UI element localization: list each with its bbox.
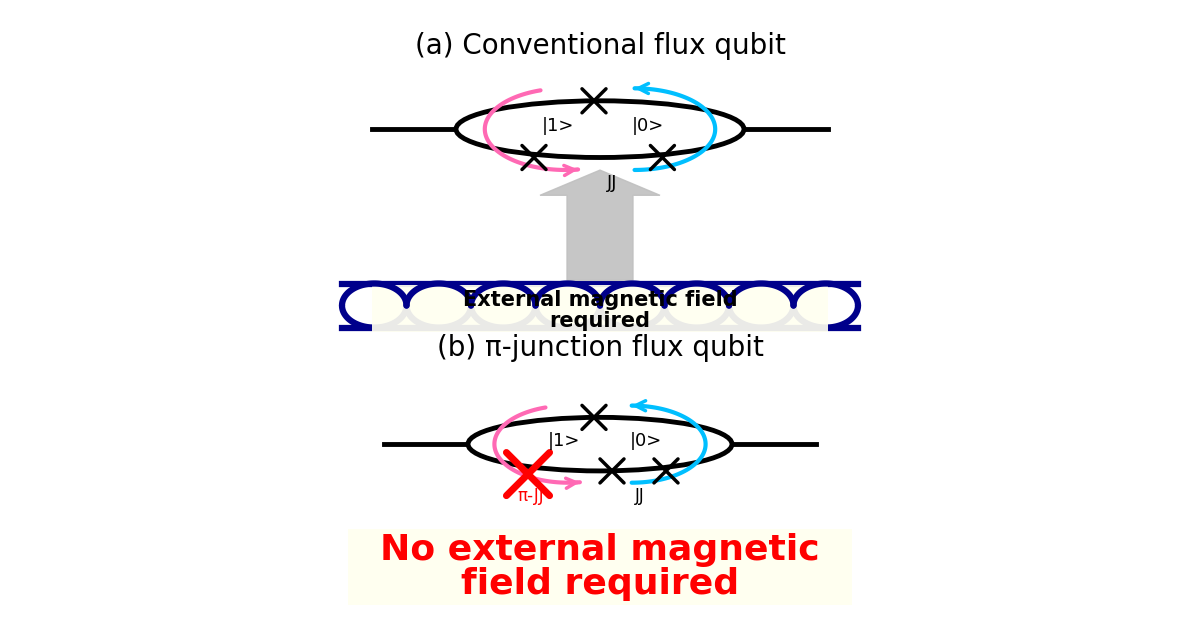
Text: No external magnetic: No external magnetic: [380, 534, 820, 568]
Text: External magnetic field: External magnetic field: [463, 290, 737, 310]
Text: |1>: |1>: [548, 432, 580, 450]
Text: required: required: [550, 311, 650, 331]
FancyArrow shape: [540, 170, 660, 280]
FancyBboxPatch shape: [348, 529, 852, 605]
Text: π-JJ: π-JJ: [517, 487, 544, 505]
Text: (b) π-junction flux qubit: (b) π-junction flux qubit: [437, 334, 763, 362]
Ellipse shape: [468, 417, 732, 471]
Ellipse shape: [456, 101, 744, 158]
FancyBboxPatch shape: [372, 285, 828, 333]
Text: |0>: |0>: [632, 117, 664, 135]
Text: |1>: |1>: [542, 117, 574, 135]
Text: JJ: JJ: [607, 174, 617, 192]
Text: |0>: |0>: [630, 432, 661, 450]
Text: field required: field required: [461, 566, 739, 600]
Text: JJ: JJ: [635, 487, 644, 505]
Text: (a) Conventional flux qubit: (a) Conventional flux qubit: [414, 32, 786, 59]
